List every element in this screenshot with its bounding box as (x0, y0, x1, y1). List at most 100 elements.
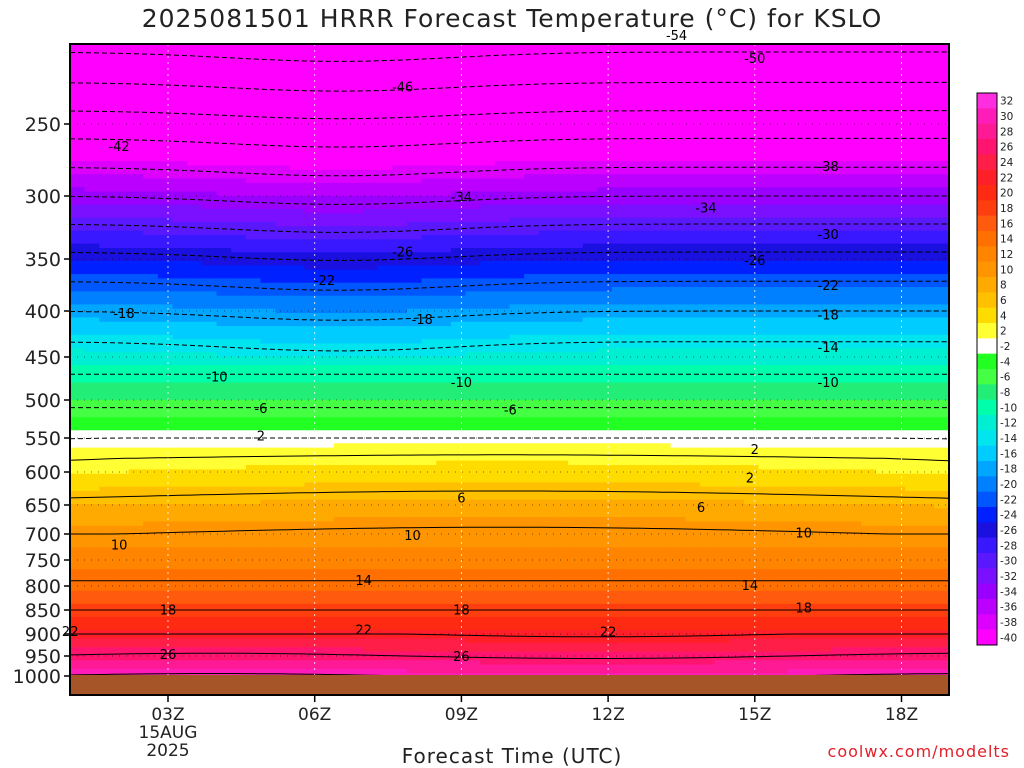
fill-cell (919, 83, 935, 88)
fill-cell (670, 91, 686, 97)
fill-cell (480, 208, 496, 214)
fill-cell (231, 152, 247, 158)
fill-cell (333, 217, 349, 223)
fill-cell (421, 122, 437, 128)
fill-cell (143, 78, 159, 84)
fill-cell (729, 152, 745, 158)
fill-cell (377, 339, 393, 345)
fill-cell (758, 269, 774, 275)
fill-cell (436, 347, 452, 353)
fill-cell (275, 378, 291, 384)
fill-cell (875, 204, 891, 210)
fill-cell (758, 195, 774, 201)
fill-cell (919, 243, 935, 249)
fill-cell (919, 113, 935, 119)
fill-cell (553, 347, 569, 353)
fill-cell (656, 87, 672, 93)
fill-cell (509, 343, 525, 349)
fill-cell (113, 57, 130, 62)
fill-cell (743, 234, 760, 240)
fill-cell (275, 352, 291, 358)
fill-cell (524, 386, 540, 392)
fill-cell (128, 278, 144, 284)
fill-cell (568, 83, 584, 88)
fill-cell (626, 278, 642, 284)
fill-cell (934, 369, 949, 375)
fill-cell (363, 169, 379, 175)
fill-cell (934, 204, 949, 210)
fill-cell (568, 139, 584, 145)
fill-cell (934, 182, 949, 188)
fill-cell (157, 334, 174, 340)
fill-cell (934, 365, 949, 371)
fill-cell (685, 308, 701, 314)
fill-cell (875, 87, 891, 93)
fill-cell (172, 61, 188, 67)
fill-cell (890, 317, 906, 323)
fill-cell (421, 143, 437, 149)
fill-cell (802, 178, 818, 184)
fill-cell (743, 148, 760, 154)
fill-cell (875, 282, 891, 288)
fill-cell (70, 247, 86, 253)
fill-cell (758, 44, 774, 49)
fill-cell (333, 213, 349, 219)
fill-cell (392, 265, 408, 271)
fill-cell (406, 252, 423, 258)
fill-cell (758, 169, 774, 175)
fill-cell (363, 378, 379, 384)
fill-cell (568, 117, 584, 123)
fill-cell (172, 347, 188, 353)
fill-cell (275, 252, 291, 258)
fill-cell (70, 70, 86, 75)
fill-cell (465, 217, 481, 223)
fill-cell (787, 191, 804, 197)
fill-cell (128, 386, 144, 392)
fill-cell (802, 122, 818, 128)
fill-cell (568, 122, 584, 128)
fill-cell (260, 200, 276, 206)
fill-cell (245, 191, 262, 197)
fill-cell (597, 347, 613, 353)
fill-cell (450, 91, 467, 97)
fill-cell (538, 274, 555, 279)
fill-cell (597, 256, 613, 262)
fill-cell (612, 152, 628, 158)
fill-cell (143, 399, 159, 405)
fill-cell (919, 91, 935, 97)
fill-cell (143, 213, 159, 219)
fill-cell (890, 117, 906, 123)
fill-cell (699, 378, 716, 384)
fill-cell (568, 395, 584, 401)
fill-cell (70, 117, 86, 123)
fill-cell (84, 243, 100, 249)
fill-cell (729, 365, 745, 371)
fill-cell (890, 148, 906, 154)
fill-cell (465, 373, 481, 379)
fill-cell (157, 330, 174, 336)
fill-cell (465, 247, 481, 253)
fill-cell (919, 156, 935, 162)
fill-cell (480, 321, 496, 327)
fill-cell (758, 70, 774, 75)
fill-cell (905, 165, 921, 171)
fill-cell (231, 261, 247, 266)
fill-cell (685, 126, 701, 132)
fill-cell (758, 74, 774, 80)
fill-cell (128, 295, 144, 301)
fill-cell (729, 352, 745, 358)
fill-cell (172, 356, 188, 362)
fill-cell (802, 226, 818, 232)
fill-cell (157, 165, 174, 171)
fill-cell (685, 226, 701, 232)
fill-cell (612, 278, 628, 284)
fill-cell (846, 61, 862, 67)
fill-cell (70, 195, 86, 201)
fill-cell (289, 256, 305, 262)
fill-cell (143, 165, 159, 171)
fill-cell (641, 274, 657, 279)
fill-cell (319, 217, 335, 223)
fill-cell (773, 182, 789, 188)
fill-cell (231, 321, 247, 327)
fill-cell (568, 96, 584, 102)
